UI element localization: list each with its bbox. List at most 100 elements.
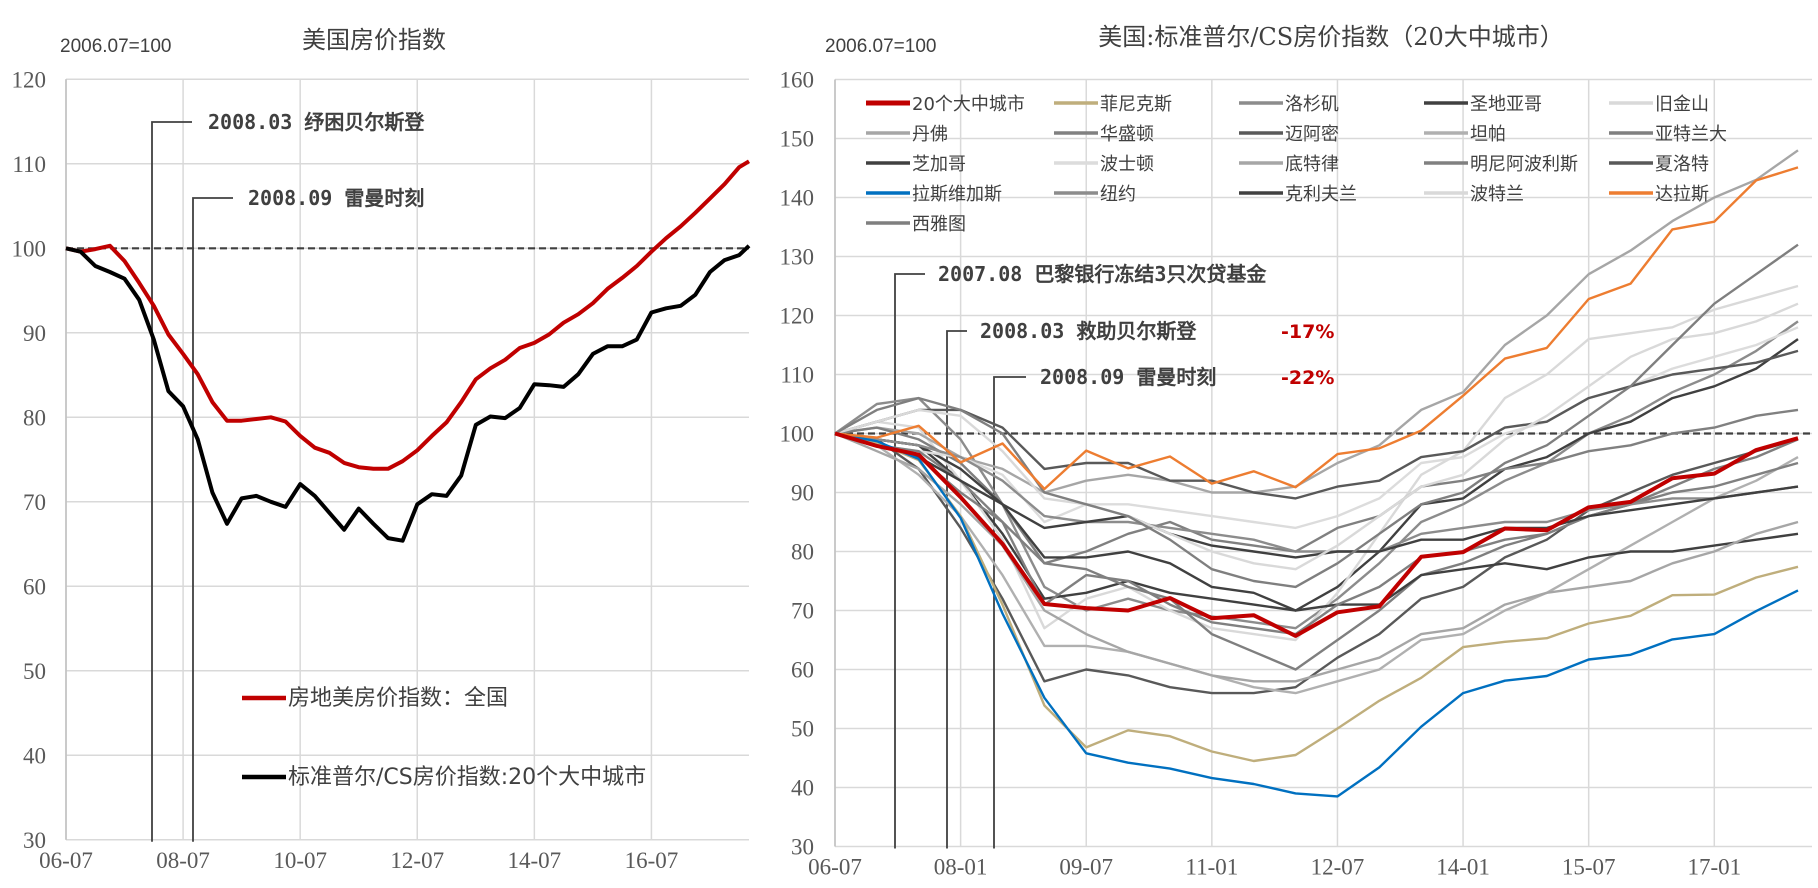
y-tick-label: 60 bbox=[791, 658, 814, 683]
series-line bbox=[834, 349, 1799, 500]
annotation-change: -22% bbox=[1281, 367, 1334, 389]
y-tick-label: 140 bbox=[780, 186, 815, 211]
x-tick-label: 16-07 bbox=[625, 848, 679, 873]
series-line bbox=[834, 408, 1799, 565]
left-x-tick-labels: 06-07 08-07 10-07 12-07 14-07 16-07 bbox=[39, 848, 678, 873]
series-line bbox=[834, 320, 1799, 630]
y-tick-label: 30 bbox=[23, 828, 46, 853]
y-tick-label: 110 bbox=[780, 363, 814, 388]
legend-label: 坦帕 bbox=[1470, 124, 1506, 145]
annotation-change: -17% bbox=[1281, 321, 1334, 343]
series-line bbox=[834, 432, 1799, 695]
x-tick-label: 06-07 bbox=[39, 848, 93, 873]
y-tick-label: 40 bbox=[791, 776, 814, 801]
left-y-tick-labels: 30 40 50 60 70 80 90 100 110 120 bbox=[12, 67, 47, 853]
series-line bbox=[65, 159, 751, 471]
y-tick-label: 100 bbox=[12, 236, 47, 261]
y-tick-label: 100 bbox=[780, 422, 815, 447]
series-line bbox=[834, 431, 1799, 638]
y-tick-label: 80 bbox=[791, 540, 814, 565]
x-tick-label: 14-07 bbox=[508, 848, 562, 873]
legend-label: 明尼阿波利斯 bbox=[1470, 154, 1578, 175]
legend-label: 丹佛 bbox=[912, 124, 948, 145]
y-tick-label: 90 bbox=[23, 321, 46, 346]
y-tick-label: 50 bbox=[23, 659, 46, 684]
left-gridlines bbox=[65, 78, 749, 841]
y-tick-label: 150 bbox=[780, 127, 815, 152]
x-tick-label: 08-01 bbox=[934, 855, 988, 880]
legend-label: 拉斯维加斯 bbox=[912, 184, 1002, 205]
x-tick-label: 11-01 bbox=[1185, 855, 1238, 880]
series-line bbox=[65, 244, 751, 543]
right-series-lines bbox=[834, 149, 1812, 798]
series-line bbox=[834, 432, 1799, 612]
series-line bbox=[834, 432, 1799, 559]
legend-label: 华盛顿 bbox=[1100, 124, 1154, 145]
legend-label: 亚特兰大 bbox=[1655, 124, 1727, 145]
x-tick-label: 12-07 bbox=[1311, 855, 1365, 880]
legend-label: 达拉斯 bbox=[1655, 184, 1709, 205]
annotation-text: 2007.08 巴黎银行冻结3只次贷基金 bbox=[938, 262, 1267, 286]
annotation-line bbox=[946, 330, 967, 849]
series-line bbox=[834, 432, 1799, 798]
series-line bbox=[834, 338, 1799, 612]
legend-label: 克利夫兰 bbox=[1285, 184, 1357, 205]
y-tick-label: 120 bbox=[780, 304, 815, 329]
left-base-label: 2006.07=100 bbox=[60, 36, 171, 57]
annotation-line bbox=[993, 376, 1026, 849]
annotation-text: 2008.09 雷曼时刻 bbox=[248, 186, 424, 210]
right-chart-cs20-cities: 2006.07=100 美国:标准普尔/CS房价指数（20大中城市） 30 40 5… bbox=[780, 23, 1812, 880]
right-x-tick-labels: 06-07 08-01 09-07 11-01 12-07 14-01 15-07 17-01 bbox=[808, 855, 1741, 880]
right-base-label: 2006.07=100 bbox=[825, 36, 936, 57]
legend-label: 圣地亚哥 bbox=[1470, 94, 1542, 115]
y-tick-label: 70 bbox=[23, 490, 46, 515]
y-tick-label: 120 bbox=[12, 67, 47, 92]
legend-label: 波士顿 bbox=[1100, 154, 1154, 175]
y-tick-label: 90 bbox=[791, 481, 814, 506]
legend-label: 菲尼克斯 bbox=[1100, 94, 1172, 115]
annotation-text: 2008.03 救助贝尔斯登 bbox=[980, 319, 1197, 343]
x-tick-label: 09-07 bbox=[1059, 855, 1113, 880]
x-tick-label: 06-07 bbox=[808, 855, 862, 880]
series-line bbox=[834, 149, 1799, 494]
y-tick-label: 110 bbox=[12, 152, 46, 177]
right-annotations: 2007.08 巴黎银行冻结3只次贷基金 2008.03 救助贝尔斯登 -17% 20… bbox=[894, 262, 1334, 849]
legend-label: 迈阿密 bbox=[1285, 124, 1339, 145]
y-tick-label: 50 bbox=[791, 717, 814, 742]
y-tick-label: 160 bbox=[780, 68, 815, 93]
series-line bbox=[834, 432, 1799, 553]
series-line bbox=[834, 284, 1799, 642]
legend-label: 芝加哥 bbox=[912, 154, 966, 175]
left-annotations: 2008.03 纾困贝尔斯登 2008.09 雷曼时刻 bbox=[151, 110, 425, 842]
y-tick-label: 130 bbox=[780, 245, 815, 270]
y-tick-label: 30 bbox=[791, 835, 814, 860]
right-y-tick-labels: 30 40 50 60 70 80 90 100 110 120 130 140 150 160 bbox=[780, 68, 815, 860]
x-tick-label: 12-07 bbox=[390, 848, 444, 873]
series-line bbox=[834, 243, 1799, 589]
legend-label: 底特律 bbox=[1285, 154, 1339, 175]
legend-label: 夏洛特 bbox=[1655, 154, 1709, 175]
annotation-line bbox=[151, 121, 192, 842]
annotation-line bbox=[894, 273, 925, 849]
annotation-line bbox=[192, 197, 233, 842]
left-series-lines bbox=[65, 159, 751, 543]
x-tick-label: 08-07 bbox=[156, 848, 210, 873]
legend-label: 洛杉矶 bbox=[1285, 94, 1339, 115]
y-tick-label: 80 bbox=[23, 405, 46, 430]
legend-label: 标准普尔/CS房价指数:20个大中城市 bbox=[288, 765, 646, 790]
y-tick-label: 70 bbox=[791, 599, 814, 624]
x-tick-label: 15-07 bbox=[1562, 855, 1616, 880]
legend-label: 西雅图 bbox=[912, 214, 966, 235]
annotation-text: 2008.09 雷曼时刻 bbox=[1040, 365, 1216, 389]
x-tick-label: 10-07 bbox=[273, 848, 327, 873]
annotation-text: 2008.03 纾困贝尔斯登 bbox=[208, 110, 425, 134]
series-line bbox=[834, 432, 1799, 763]
y-tick-label: 40 bbox=[23, 743, 46, 768]
left-chart-us-house-price-index: 2006.07=100 美国房价指数 30 40 50 60 70 80 90 100 110 1… bbox=[12, 26, 751, 873]
left-chart-title: 美国房价指数 bbox=[302, 26, 446, 54]
legend-label: 旧金山 bbox=[1655, 94, 1709, 115]
legend-label: 房地美房价指数：全国 bbox=[288, 686, 508, 711]
